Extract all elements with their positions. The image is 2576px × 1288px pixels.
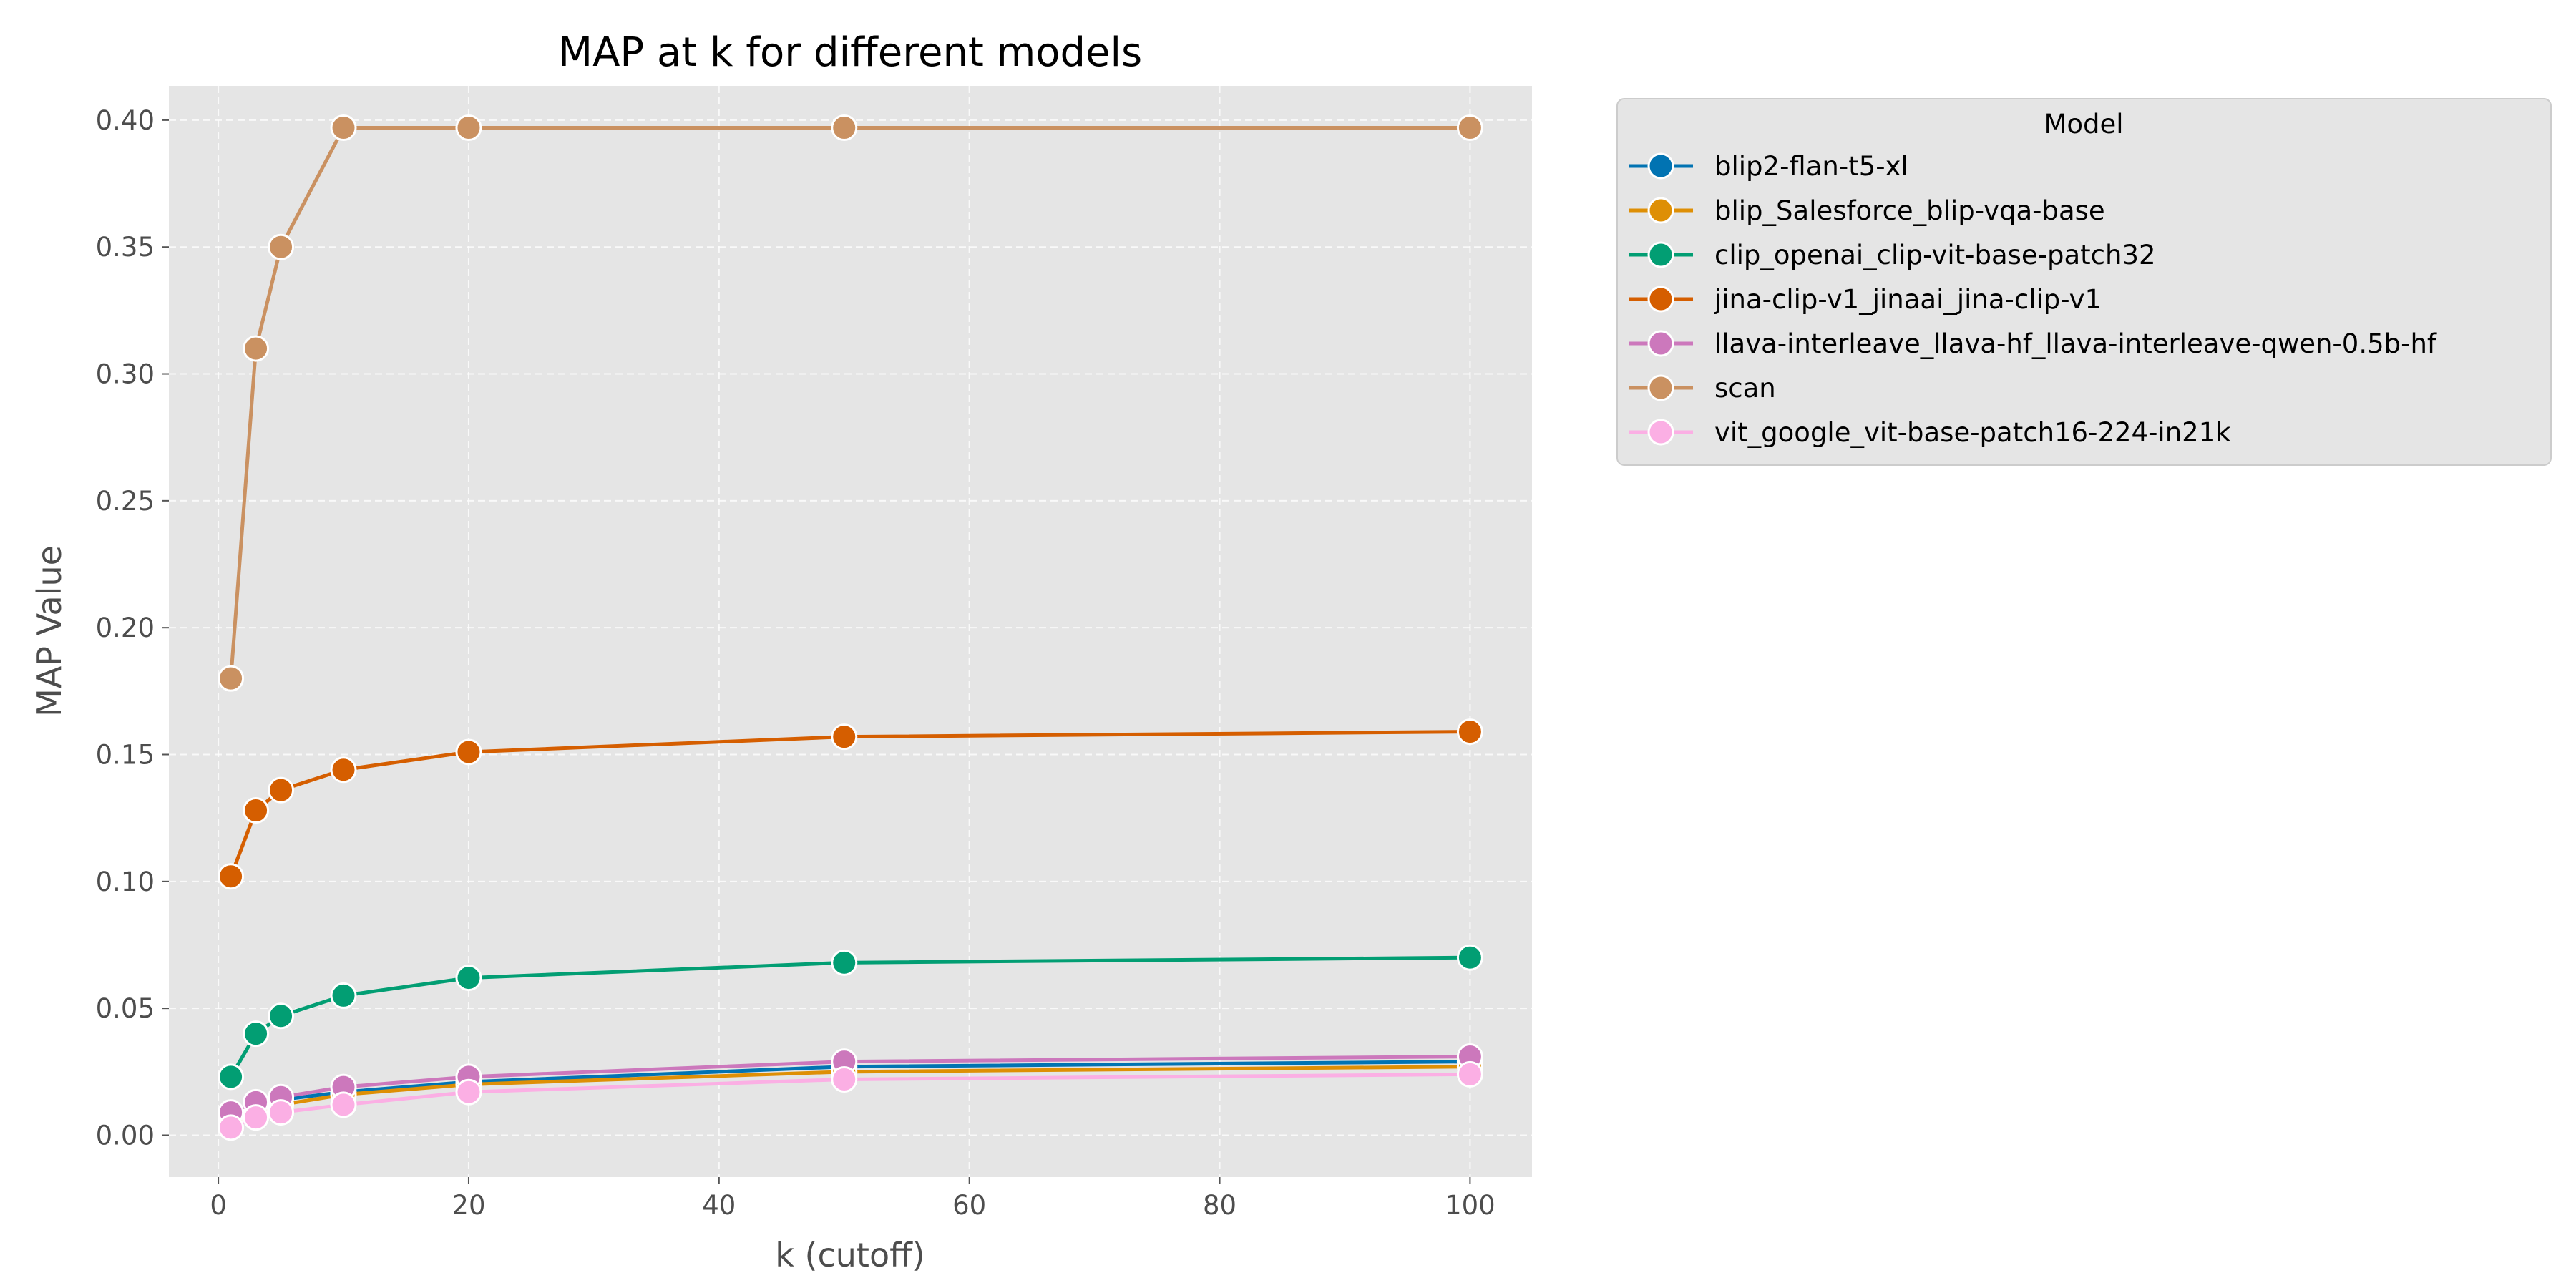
- x-tick-label: 100: [1445, 1190, 1496, 1221]
- legend-swatch-marker: [1647, 330, 1674, 357]
- x-tick-label: 40: [702, 1190, 736, 1221]
- y-tick-label: 0.30: [96, 359, 155, 390]
- legend-label: scan: [1714, 373, 1776, 404]
- data-point: [455, 738, 482, 766]
- x-tick-label: 80: [1203, 1190, 1236, 1221]
- data-point: [218, 1114, 245, 1141]
- y-tick-label: 0.40: [96, 105, 155, 136]
- y-tick-label: 0.15: [96, 740, 155, 771]
- grid-lines: [169, 86, 1532, 1177]
- legend-box: [1616, 98, 2552, 466]
- y-tick-label: 0.35: [96, 232, 155, 263]
- legend-swatch-marker: [1647, 152, 1674, 180]
- legend-label: vit_google_vit-base-patch16-224-in21k: [1714, 417, 2231, 448]
- x-axis-ticks: 0 20 40 60 80 100: [210, 1177, 1496, 1221]
- data-point: [1456, 944, 1483, 971]
- data-point: [330, 982, 357, 1009]
- data-point: [218, 1063, 245, 1091]
- y-tick-label: 0.25: [96, 486, 155, 517]
- series-5: [218, 114, 1483, 692]
- data-point: [330, 756, 357, 784]
- data-point: [268, 233, 295, 260]
- data-point: [831, 1065, 858, 1093]
- y-axis-ticks: 0.00 0.05 0.10 0.15 0.20 0.25 0.30 0.35 0.40: [96, 105, 169, 1151]
- data-point: [1456, 718, 1483, 746]
- y-tick-label: 0.10: [96, 867, 155, 897]
- chart-title: MAP at k for different models: [558, 29, 1142, 76]
- data-point: [831, 949, 858, 976]
- legend-label: blip2-flan-t5-xl: [1714, 151, 1908, 182]
- data-point: [268, 1099, 295, 1126]
- series-group: [218, 114, 1483, 1141]
- y-tick-label: 0.20: [96, 613, 155, 643]
- series-6: [218, 1060, 1483, 1141]
- data-point: [1456, 114, 1483, 142]
- plot-background: [169, 86, 1532, 1177]
- data-point: [330, 114, 357, 142]
- data-point: [455, 965, 482, 992]
- data-point: [218, 665, 245, 692]
- legend-label: llava-interleave_llava-hf_llava-interlea…: [1714, 328, 2437, 359]
- legend-items: blip2-flan-t5-xl blip_Salesforce_blip-vqa…: [1629, 151, 2437, 448]
- legend-swatch-marker: [1647, 241, 1674, 268]
- series-2: [218, 944, 1483, 1091]
- legend-item: llava-interleave_llava-hf_llava-interlea…: [1629, 328, 2437, 359]
- legend-label: clip_openai_clip-vit-base-patch32: [1714, 240, 2156, 270]
- legend-item: clip_openai_clip-vit-base-patch32: [1629, 240, 2156, 270]
- data-point: [1456, 1060, 1483, 1088]
- data-point: [330, 1091, 357, 1118]
- y-tick-label: 0.05: [96, 993, 155, 1024]
- data-point: [455, 1078, 482, 1106]
- series-3: [218, 718, 1483, 890]
- legend-item: scan: [1629, 373, 1776, 404]
- x-tick-label: 60: [952, 1190, 986, 1221]
- data-point: [243, 797, 270, 824]
- data-point: [268, 776, 295, 804]
- legend: Model blip2-flan-t5-xl blip_Salesforce_bl…: [1616, 98, 2552, 466]
- data-point: [218, 863, 245, 890]
- legend-label: blip_Salesforce_blip-vqa-base: [1714, 195, 2105, 226]
- x-axis-label: k (cutoff): [775, 1236, 924, 1274]
- legend-swatch-marker: [1647, 374, 1674, 401]
- legend-swatch-marker: [1647, 286, 1674, 313]
- legend-title: Model: [2044, 109, 2123, 140]
- data-point: [243, 335, 270, 362]
- data-point: [455, 114, 482, 142]
- data-point: [243, 1104, 270, 1131]
- x-tick-label: 20: [452, 1190, 485, 1221]
- x-tick-label: 0: [210, 1190, 227, 1221]
- data-point: [831, 114, 858, 142]
- legend-label: jina-clip-v1_jinaai_jina-clip-v1: [1714, 284, 2102, 315]
- legend-swatch-marker: [1647, 419, 1674, 446]
- y-tick-label: 0.00: [96, 1120, 155, 1151]
- data-point: [831, 723, 858, 751]
- legend-item: vit_google_vit-base-patch16-224-in21k: [1629, 417, 2231, 448]
- legend-item: blip2-flan-t5-xl: [1629, 151, 1908, 182]
- legend-item: jina-clip-v1_jinaai_jina-clip-v1: [1629, 284, 2102, 315]
- y-axis-label: MAP Value: [30, 545, 69, 717]
- legend-swatch-marker: [1647, 197, 1674, 224]
- data-point: [268, 1002, 295, 1030]
- legend-item: blip_Salesforce_blip-vqa-base: [1629, 195, 2105, 226]
- data-point: [243, 1020, 270, 1048]
